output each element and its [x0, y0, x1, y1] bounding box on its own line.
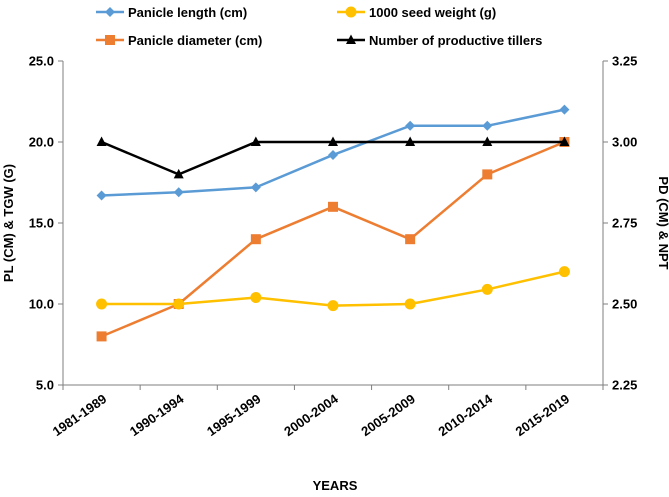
right-tick-label: 2.50	[612, 297, 637, 312]
data-point	[404, 298, 416, 310]
data-point	[482, 120, 493, 131]
legend-item: 1000 seed weight (g)	[337, 5, 496, 20]
data-point	[250, 234, 261, 245]
data-point	[405, 120, 416, 131]
left-tick-label: 20.0	[29, 135, 54, 150]
x-axis-title: YEARS	[313, 478, 358, 493]
x-tick-label: 2005-2009	[358, 391, 418, 439]
x-axis-ticks: 1981-1989 1990-1994 1995-1999 2000-2004 2005…	[50, 385, 604, 439]
left-tick-label: 25.0	[29, 54, 54, 69]
plot-area: 5.0 10.0 15.0 20.0 25.0 2.25 2.50 2.75 3.00 3.25…	[29, 54, 638, 440]
x-tick-label: 1981-1989	[50, 391, 110, 439]
left-tick-label: 5.0	[36, 378, 54, 393]
data-point	[559, 136, 570, 146]
legend-marker	[345, 6, 357, 18]
right-axis-title: PD (CM) & NPT	[656, 176, 669, 269]
x-tick-label: 2010-2014	[435, 391, 495, 439]
data-point	[482, 136, 493, 146]
data-point	[328, 136, 338, 146]
left-axis-ticks: 5.0 10.0 15.0 20.0 25.0	[29, 54, 63, 393]
legend-label: Panicle diameter (cm)	[128, 33, 262, 48]
series-panicle-length-cm	[96, 104, 570, 201]
data-point	[250, 136, 261, 146]
x-tick-label: 1995-1999	[204, 391, 264, 439]
data-point	[173, 298, 185, 310]
left-tick-label: 10.0	[29, 297, 54, 312]
data-point	[96, 331, 107, 342]
data-point	[481, 283, 493, 295]
x-tick-label: 2015-2019	[513, 391, 573, 439]
data-point	[96, 190, 107, 201]
legend-item: Number of productive tillers	[337, 33, 542, 48]
legend-item: Panicle length (cm)	[96, 5, 247, 20]
left-tick-label: 15.0	[29, 216, 54, 231]
legend-marker	[346, 34, 356, 44]
data-point	[173, 168, 184, 179]
data-point	[558, 266, 570, 278]
right-axis-ticks: 2.25 2.50 2.75 3.00 3.25	[603, 54, 637, 393]
data-point	[173, 187, 184, 198]
legend-item: Panicle diameter (cm)	[96, 33, 262, 48]
data-point	[328, 149, 338, 160]
data-point	[96, 298, 108, 310]
right-tick-label: 2.25	[612, 378, 637, 393]
legend-marker	[105, 35, 115, 45]
data-point	[405, 136, 416, 146]
data-point	[405, 234, 416, 245]
data-point	[482, 169, 493, 180]
series-number-of-productive-tillers	[96, 136, 570, 179]
legend-label: 1000 seed weight (g)	[369, 5, 496, 20]
right-tick-label: 2.75	[612, 216, 637, 231]
legend-marker	[105, 7, 115, 17]
right-tick-label: 3.00	[612, 135, 637, 150]
legend-label: Number of productive tillers	[369, 33, 542, 48]
legend-label: Panicle length (cm)	[128, 5, 247, 20]
series-group	[96, 104, 570, 342]
data-point	[96, 136, 107, 146]
x-tick-label: 1990-1994	[127, 391, 187, 439]
left-axis-title: PL (CM) & TGW (G)	[1, 164, 16, 282]
data-point	[327, 300, 339, 312]
data-point	[328, 201, 338, 212]
right-tick-label: 3.25	[612, 54, 637, 69]
data-point	[559, 104, 570, 115]
data-point	[250, 182, 261, 193]
series-1000-seed-weight-g	[96, 266, 570, 312]
legend: Panicle length (cm) 1000 seed weight (g) P…	[96, 5, 542, 48]
data-point	[250, 292, 262, 304]
x-tick-label: 2000-2004	[281, 391, 341, 439]
